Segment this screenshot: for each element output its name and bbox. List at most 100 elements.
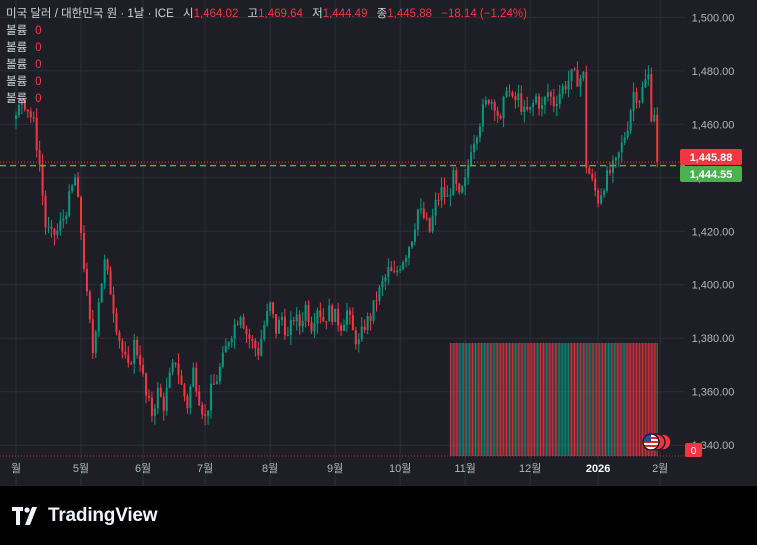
candle-body [461,186,464,193]
candle-body [130,363,133,365]
candle-body [304,304,307,321]
candle-body [369,316,372,321]
candle-body [496,110,499,116]
volume-label: 볼륨 [6,76,28,88]
candle-body [357,339,360,345]
candle-body [35,117,38,151]
candle-body [402,262,405,269]
candle-body [124,351,127,355]
candle-body [56,230,59,235]
candle-body [606,170,608,191]
candle-body [59,220,62,231]
candle-body [343,324,346,331]
candle-body [198,391,201,406]
candle-body [378,287,381,302]
candle-body [44,195,47,228]
candle-body [319,310,322,317]
candle-body [561,86,564,94]
candle-body [348,310,351,315]
candle-body [431,215,434,232]
candle-body [227,342,230,347]
candle-body [136,339,139,356]
candle-body [38,150,41,165]
volume-row[interactable]: 볼륨 0 [6,23,527,40]
volume-row[interactable]: 볼륨 0 [6,74,527,91]
candle-body [26,109,29,112]
candle-body [588,167,591,174]
candle-body [529,106,532,110]
candle-body [656,114,659,163]
candle-body [248,334,251,339]
candle-body [233,324,236,339]
candle-body [591,173,594,179]
candle-body [322,316,325,322]
y-tick-label: 1,360.00 [692,387,735,399]
y-tick-label: 1,400.00 [692,280,735,292]
candle-body [419,208,422,210]
candle-body [23,99,26,110]
volume-row[interactable]: 볼륨 0 [6,40,527,57]
volume-label: 볼륨 [6,59,28,71]
candle-body [464,177,467,187]
volume-value: 0 [35,25,42,37]
candle-body [623,137,626,143]
candle-body [224,346,227,353]
volume-row[interactable]: 볼륨 0 [6,91,527,108]
candle-body [502,96,505,119]
candle-body [481,104,484,127]
candle-body [159,387,162,397]
candle-body [514,96,517,101]
candle-body [375,300,378,302]
candle-body [301,320,304,327]
candle-body [650,74,653,122]
candle-body [230,338,233,343]
brand-name: TradingView [48,505,158,526]
tradingview-logo[interactable]: TradingView [12,504,158,528]
candle-body [245,328,248,335]
candle-body [647,74,650,80]
symbol-title[interactable]: 미국 달러 / 대한민국 원 · 1날 · ICE [6,8,174,20]
candle-body [564,86,567,90]
candle-body [434,199,437,216]
candle-body [277,319,280,334]
candle-body [372,300,375,321]
candle-body [195,367,198,392]
y-tick-label: 1,380.00 [692,333,735,345]
y-tick-labels: 1,340.00 1,360.00 1,380.00 1,400.00 1,420.00… [692,12,735,452]
candle-body [567,80,570,90]
volume-value: 0 [35,59,42,71]
candle-body [280,316,283,320]
candle-body [558,93,561,105]
candle-body [552,96,555,107]
candle-body [269,302,272,312]
volume-row[interactable]: 볼륨 0 [6,57,527,74]
tradingview-logo-icon [12,507,37,525]
candles [15,61,659,426]
candle-body [546,92,549,98]
candle-body [331,305,334,322]
candle-body [597,190,600,204]
candle-body [387,267,390,278]
candle-body [289,320,292,336]
candle-body [555,104,558,107]
candle-body [579,77,582,87]
candle-body [337,308,340,326]
candle-body [600,195,603,204]
low-label: 저 [312,8,323,20]
candle-body [467,164,470,178]
candle-body [455,170,458,184]
candle-body [251,338,254,341]
candle-body [396,270,399,273]
candle-body [292,320,295,322]
candle-body [635,92,638,103]
bid-price-text: 1,444.55 [690,169,733,181]
candle-body [112,294,115,314]
candle-body [393,271,396,273]
volume-label: 볼륨 [6,25,28,37]
candle-body [275,314,278,334]
candle-body [484,100,487,105]
candle-body [242,317,245,329]
candle-body [535,96,538,103]
volume-zero-badge: 0 [685,443,702,457]
chart-plot[interactable] [0,0,685,486]
